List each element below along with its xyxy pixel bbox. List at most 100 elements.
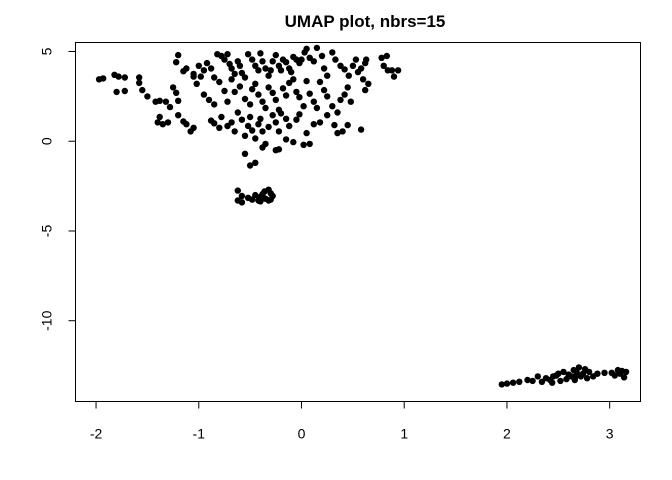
scatter-point [383, 52, 390, 60]
scatter-point [244, 122, 252, 130]
y-axis: -10 -5 0 5 [39, 47, 76, 331]
scatter-point [121, 74, 128, 81]
scatter-point [529, 377, 536, 385]
scatter-point [259, 144, 266, 151]
plot-area-frame [75, 42, 641, 402]
scatter-point [257, 115, 264, 123]
scatter-point [282, 59, 290, 66]
scatter-point [332, 56, 339, 63]
scatter-point [306, 140, 313, 148]
scatter-point [334, 109, 341, 116]
scatter-point [503, 380, 511, 387]
scatter-point [183, 121, 190, 128]
scatter-point [583, 375, 591, 382]
scatter-point [261, 188, 268, 195]
scatter-point [298, 56, 305, 63]
scatter-point [238, 116, 246, 123]
scatter-point [236, 83, 244, 90]
scatter-point [238, 192, 246, 200]
scatter-point [175, 97, 182, 105]
scatter-point [200, 91, 208, 98]
scatter-point [282, 136, 290, 143]
scatter-point [362, 86, 369, 94]
scatter-point [234, 187, 241, 194]
scatter-point [211, 74, 218, 81]
scatter-point [329, 103, 336, 110]
scatter-point [224, 98, 231, 105]
scatter-point [136, 79, 143, 87]
scatter-point [224, 122, 231, 130]
scatter-point [334, 129, 341, 137]
scatter-point [252, 135, 259, 142]
scatter-point [282, 92, 290, 99]
scatter-point [282, 115, 290, 123]
scatter-point [205, 96, 213, 104]
scatter-point [306, 90, 313, 97]
scatter-point [197, 73, 204, 80]
scatter-point [238, 199, 246, 206]
scatter-point [249, 196, 256, 203]
scatter-point [267, 196, 274, 203]
x-tick-label: 1 [400, 426, 408, 442]
scatter-point [224, 51, 231, 58]
scatter-point [115, 73, 122, 80]
scatter-point [244, 51, 252, 58]
scatter-point [207, 65, 215, 72]
scatter-point [211, 101, 218, 108]
scatter-point [269, 58, 276, 65]
scatter-point [293, 88, 300, 96]
scatter-point [550, 373, 557, 380]
scatter-point [265, 123, 272, 131]
scatter-point [259, 128, 266, 135]
scatter-point [249, 56, 256, 63]
scatter-point [345, 72, 352, 79]
scatter-point [156, 97, 163, 105]
scatter-point [211, 120, 218, 127]
scatter-point [331, 121, 338, 129]
scatter-point [228, 65, 235, 72]
scatter-point [318, 52, 326, 60]
scatter-point [136, 74, 143, 81]
y-tick-label: 5 [39, 47, 55, 55]
scatter-point [347, 98, 354, 105]
scatter-point [337, 96, 344, 104]
scatter-point [394, 67, 402, 74]
scatter-point [303, 129, 310, 137]
scatter-point [113, 88, 120, 96]
scatter-point [365, 80, 372, 88]
scatter-point [380, 62, 387, 69]
scatter-point [231, 88, 238, 96]
scatter-point [154, 119, 161, 126]
scatter-point [388, 67, 396, 74]
scatter-point [293, 116, 300, 123]
scatter-point [175, 51, 182, 59]
scatter-point [164, 119, 172, 126]
scatter-point [555, 370, 562, 377]
x-tick-label: 2 [503, 426, 511, 442]
scatter-point [310, 121, 317, 128]
scatter-point [337, 62, 344, 69]
scatter-point [257, 198, 264, 205]
scatter-point [344, 84, 351, 91]
scatter-point [290, 76, 297, 83]
scatter-point [190, 73, 197, 80]
scatter-point [228, 119, 235, 126]
scatter-point [300, 141, 307, 148]
scatter-point [313, 44, 321, 52]
scatter-point [622, 368, 630, 376]
scatter-point [269, 112, 276, 119]
scatter-point [349, 62, 357, 69]
scatter-point [173, 59, 180, 66]
scatter-point [241, 95, 249, 103]
scatter-point [357, 126, 365, 133]
scatter-point [277, 67, 285, 74]
scatter-point [549, 379, 556, 386]
scatter-point [498, 381, 505, 388]
scatter-point [241, 132, 249, 139]
scatter-point [286, 122, 293, 130]
scatter-point [156, 113, 163, 121]
scatter-point [246, 113, 254, 121]
scatter-point [313, 104, 321, 112]
scatter-point [255, 121, 262, 128]
scatter-point [324, 72, 331, 79]
